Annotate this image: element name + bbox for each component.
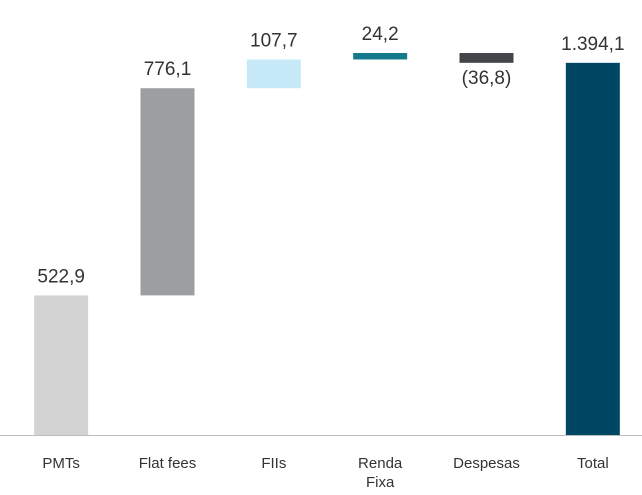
value-label: (36,8): [462, 68, 512, 89]
bar: [565, 62, 620, 435]
x-tick-label: Flat fees: [138, 455, 197, 472]
bar: [140, 88, 195, 296]
value-label: 1.394,1: [561, 34, 624, 55]
bar: [246, 59, 301, 89]
x-tick-label: Despesas: [453, 455, 520, 472]
value-label: 522,9: [37, 266, 85, 287]
value-label: 107,7: [250, 30, 298, 51]
value-label: 24,2: [362, 24, 399, 45]
x-tick-label: FIIs: [261, 455, 287, 472]
value-label: 776,1: [144, 59, 192, 80]
x-tick-label: PMTs: [42, 455, 80, 472]
bar: [459, 53, 514, 63]
x-tick-label: Renda Fixa: [358, 455, 403, 491]
bar: [34, 295, 89, 435]
x-tick-label: Total: [576, 455, 609, 472]
bar: [353, 53, 408, 60]
